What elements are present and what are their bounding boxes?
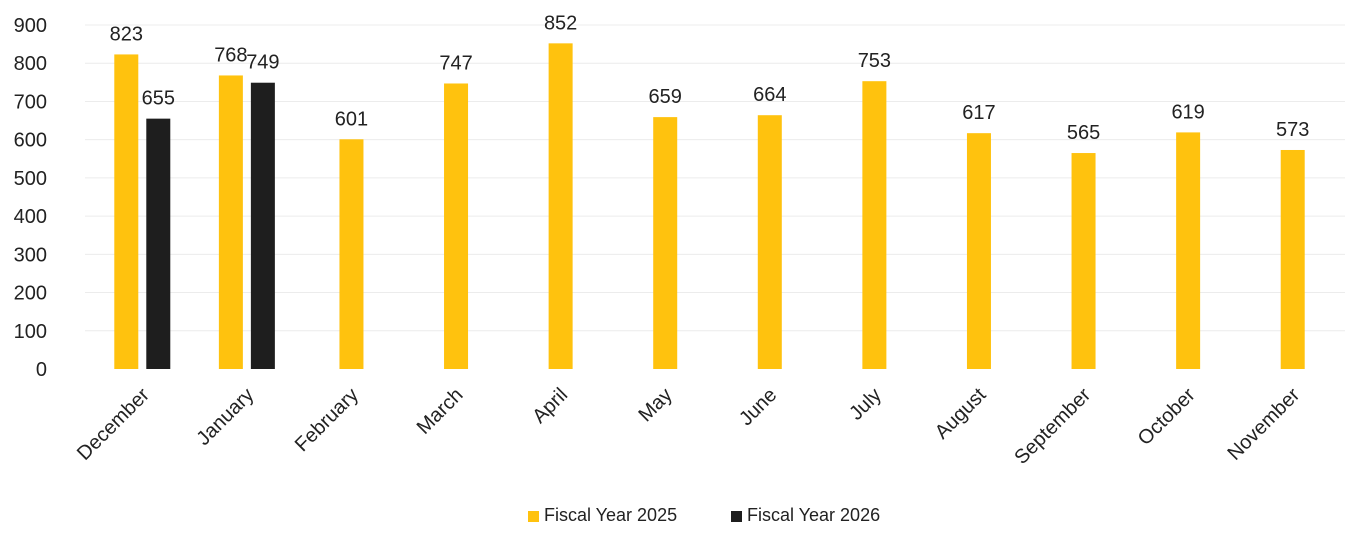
y-tick-label: 600 — [14, 130, 47, 152]
data-label-fy2025-january: 768 — [214, 44, 247, 66]
x-category-label-january: January — [193, 384, 259, 450]
gridlines — [85, 24, 1345, 332]
x-category-label-september: September — [1010, 384, 1095, 469]
y-tick-label: 800 — [14, 53, 47, 75]
x-category-label-december: December — [73, 384, 154, 465]
data-label-fy2025-june: 664 — [753, 84, 786, 106]
legend-item-fy2025: Fiscal Year 2025 — [528, 505, 677, 525]
bar-fy2025-march — [444, 83, 469, 369]
bar-fy2026-december — [146, 118, 171, 370]
x-category-label-august: August — [931, 384, 991, 444]
bar-fy2025-may — [653, 117, 678, 369]
bar-fy2026-january — [250, 82, 275, 370]
bar-fy2025-april — [548, 43, 573, 369]
y-tick-label: 0 — [36, 359, 47, 381]
bar-fy2025-september — [1071, 153, 1096, 369]
data-label-fy2025-october: 619 — [1171, 101, 1204, 123]
legend-label: Fiscal Year 2026 — [747, 505, 880, 525]
data-label-fy2025-march: 747 — [439, 52, 472, 74]
legend-swatch — [528, 511, 539, 522]
y-tick-label: 400 — [14, 206, 47, 228]
bar-fy2025-october — [1176, 132, 1201, 369]
y-tick-label: 200 — [14, 283, 47, 305]
bar-fy2025-november — [1280, 149, 1305, 369]
data-label-fy2025-may: 659 — [649, 86, 682, 108]
data-label-fy2025-december: 823 — [110, 23, 143, 45]
x-category-label-may: May — [634, 384, 676, 426]
bar-fy2025-december — [114, 54, 139, 369]
x-category-label-march: March — [413, 384, 468, 439]
y-tick-label: 700 — [14, 91, 47, 113]
x-category-label-october: October — [1134, 384, 1200, 450]
x-axis: December January February March April May June… — [73, 384, 1304, 469]
legend-swatch — [731, 511, 742, 522]
legend: Fiscal Year 2025 Fiscal Year 2026 — [528, 505, 880, 525]
x-category-label-november: November — [1223, 384, 1304, 465]
data-label-fy2025-august: 617 — [962, 102, 995, 124]
bar-fy2025-august — [966, 133, 991, 369]
data-label-fy2025-february: 601 — [335, 108, 368, 130]
y-tick-label: 300 — [14, 244, 47, 266]
legend-label: Fiscal Year 2025 — [544, 505, 677, 525]
y-tick-label: 100 — [14, 321, 47, 343]
data-label-fy2025-november: 573 — [1276, 119, 1309, 141]
data-label-fy2025-september: 565 — [1067, 122, 1100, 144]
y-tick-label: 900 — [14, 15, 47, 37]
y-tick-label: 500 — [14, 168, 47, 190]
x-category-label-april: April — [528, 384, 572, 428]
data-label-fy2026-january: 749 — [246, 52, 279, 74]
data-label-fy2025-july: 753 — [858, 50, 891, 72]
bar-fy2025-june — [757, 115, 782, 370]
bars — [114, 43, 1305, 370]
x-category-label-february: February — [291, 384, 363, 456]
x-category-label-july: July — [845, 384, 886, 425]
bar-fy2025-february — [339, 139, 364, 369]
x-category-label-june: June — [735, 384, 781, 430]
bar-fy2025-july — [862, 81, 887, 369]
bar-fy2025-january — [218, 75, 243, 369]
data-label-fy2026-december: 655 — [142, 88, 175, 110]
data-label-fy2025-april: 852 — [544, 12, 577, 34]
y-axis: 0 100 200 300 400 500 600 700 800 900 — [14, 15, 47, 381]
legend-item-fy2026: Fiscal Year 2026 — [731, 505, 880, 525]
